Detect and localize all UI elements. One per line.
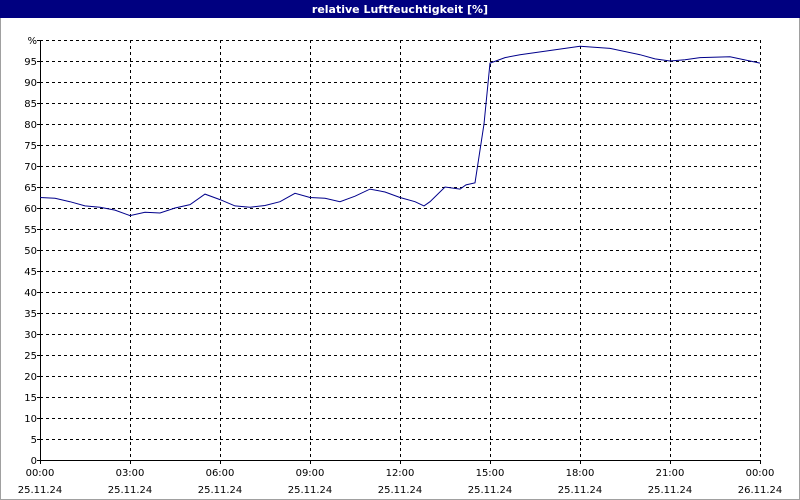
x-tick-date: 25.11.24 xyxy=(468,485,513,496)
y-tick-label: 20 xyxy=(24,372,37,383)
x-tick-label: 09:00 xyxy=(296,468,325,479)
y-tick-label: 60 xyxy=(24,204,37,215)
x-tick-label: 00:00 xyxy=(746,468,775,479)
x-tick-label: 21:00 xyxy=(656,468,685,479)
y-tick-label: 75 xyxy=(24,141,37,152)
y-tick-label: 0 xyxy=(31,456,37,467)
x-tick-date: 25.11.24 xyxy=(288,485,333,496)
x-tick-label: 15:00 xyxy=(476,468,505,479)
x-tick-date: 25.11.24 xyxy=(378,485,423,496)
y-tick-label: 35 xyxy=(24,309,37,320)
y-tick-label: 85 xyxy=(24,99,37,110)
x-tick-date: 25.11.24 xyxy=(198,485,243,496)
y-tick-label: 50 xyxy=(24,246,37,257)
title-bar xyxy=(0,0,800,18)
y-tick-label: 55 xyxy=(24,225,37,236)
x-tick-label: 18:00 xyxy=(566,468,595,479)
y-tick-label: 70 xyxy=(24,162,37,173)
data-line xyxy=(39,45,761,217)
y-tick-label: 95 xyxy=(24,57,37,68)
y-tick-label: 10 xyxy=(24,414,37,425)
y-tick-label: 90 xyxy=(24,78,37,89)
y-tick-label: 40 xyxy=(24,288,37,299)
y-tick-label: 5 xyxy=(31,435,37,446)
y-tick-label: 30 xyxy=(24,330,37,341)
y-tick-label: 65 xyxy=(24,183,37,194)
y-tick-label: 45 xyxy=(24,267,37,278)
x-tick-label: 00:00 xyxy=(26,468,55,479)
y-tick-label: 15 xyxy=(24,393,37,404)
x-tick-date: 25.11.24 xyxy=(648,485,693,496)
x-tick-date: 26.11.24 xyxy=(738,485,783,496)
x-tick-date: 25.11.24 xyxy=(108,485,153,496)
x-tick-label: 06:00 xyxy=(206,468,235,479)
y-tick-label: 25 xyxy=(24,351,37,362)
y-tick-label: % xyxy=(27,36,37,47)
x-tick-label: 03:00 xyxy=(116,468,145,479)
x-tick-label: 12:00 xyxy=(386,468,415,479)
y-tick-label: 80 xyxy=(24,120,37,131)
x-tick-date: 25.11.24 xyxy=(558,485,603,496)
x-tick-date: 25.11.24 xyxy=(18,485,63,496)
chart-title: relative Luftfeuchtigkeit [%] xyxy=(312,3,488,16)
